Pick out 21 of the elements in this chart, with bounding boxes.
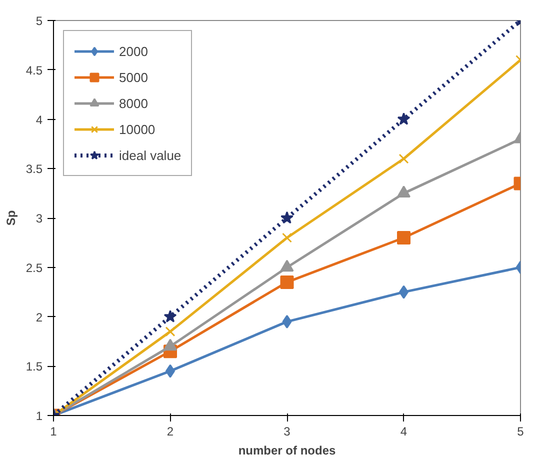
legend-label: ideal value — [119, 148, 182, 162]
legend-label: 2000 — [119, 44, 148, 58]
y-tick-label: 2.5 — [26, 260, 43, 275]
x-tick-label: 4 — [400, 424, 408, 438]
y-tick-label: 4 — [36, 112, 43, 127]
x-tick-label: 2 — [166, 424, 174, 438]
y-tick-label: 3.5 — [26, 162, 43, 176]
x-tick-label: 5 — [517, 424, 524, 438]
legend-label: 10000 — [119, 122, 156, 136]
y-tick-label: 3 — [36, 212, 43, 226]
y-tick-label: 1 — [36, 409, 43, 423]
x-axis-title: number of nodes — [238, 444, 336, 458]
y-tick-label: 4.5 — [26, 63, 43, 78]
y-tick-label: 2 — [36, 310, 43, 324]
y-tick-label: 1.5 — [26, 360, 43, 374]
y-axis-title: Sp — [4, 210, 18, 226]
x-tick-label: 3 — [284, 424, 291, 438]
y-tick-label: 5 — [36, 14, 43, 28]
legend-label: 8000 — [119, 96, 148, 110]
x-tick-label: 1 — [50, 424, 58, 438]
legend-label: 5000 — [119, 70, 148, 84]
